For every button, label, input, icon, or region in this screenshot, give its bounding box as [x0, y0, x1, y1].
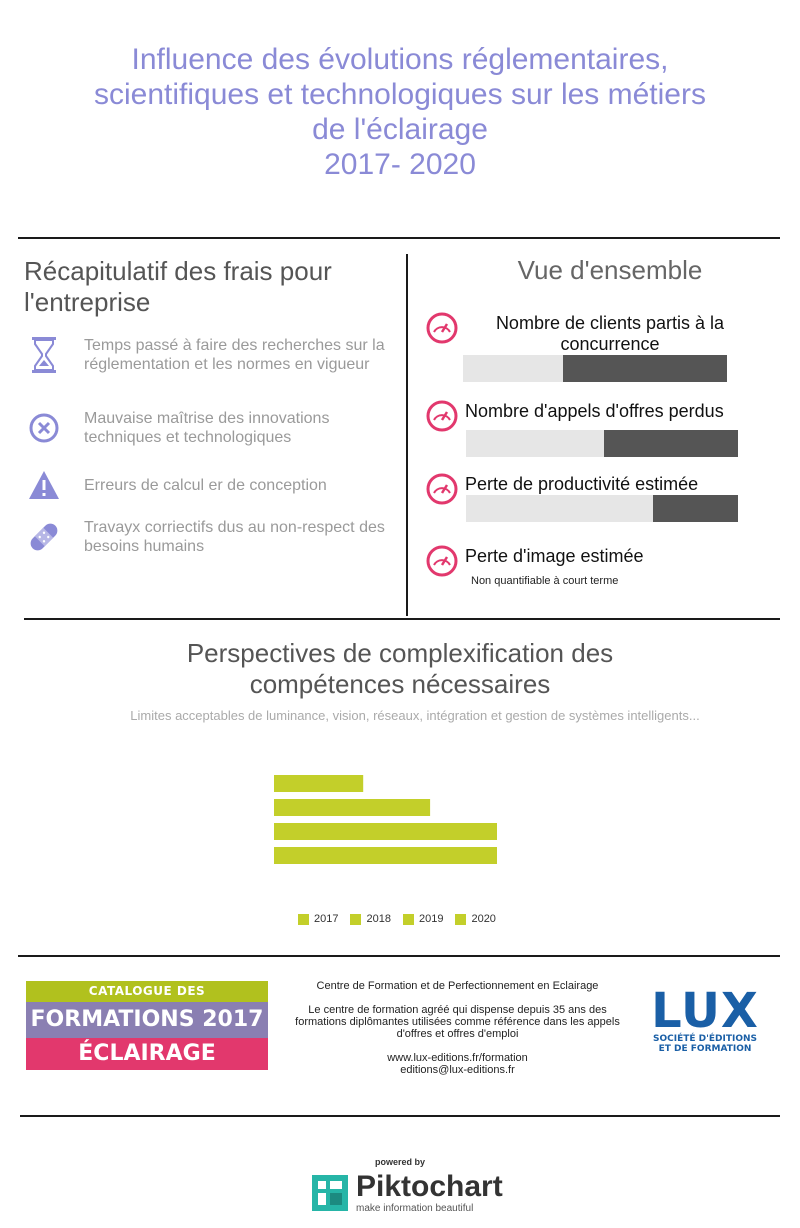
perspectives-title: Perspectives de complexification des com… [0, 638, 800, 700]
lux-logo: LUX SOCIÉTÉ D'ÉDITIONS ET DE FORMATION [645, 983, 765, 1054]
piktochart-logo[interactable]: Piktochart make information beautiful [310, 1172, 503, 1214]
metric-4-label: Perte d'image estimée [465, 546, 644, 566]
metric-3-label: Perte de productivité estimée [465, 474, 699, 494]
metric-2-label: Nombre d'appels d'offres perdus [465, 401, 724, 421]
recap-item-2: Mauvaise maîtrise des innovations techni… [24, 408, 394, 448]
gauge-icon [426, 473, 458, 505]
divider-footer-bottom [20, 1115, 780, 1117]
metric-3: Perte de productivité estimée [425, 473, 795, 506]
recap-item-2-text: Mauvaise maîtrise des innovations techni… [84, 410, 330, 446]
title-line-3: de l'éclairage [312, 113, 488, 146]
powered-by-label: powered by [374, 1157, 425, 1167]
divider-middle [24, 618, 780, 620]
bar-2017 [274, 775, 364, 792]
catalogue-banner[interactable]: CATALOGUE DES FORMATIONS 2017 ÉCLAIRAGE [26, 981, 268, 1070]
vue-title: Vue d'ensemble [517, 255, 703, 285]
bar-2019 [274, 823, 497, 840]
footer-email-link[interactable]: editions@lux-editions.fr [400, 1064, 515, 1076]
recap-item-1: Temps passé à faire des recherches sur l… [24, 335, 394, 375]
legend-label: 2017 [314, 913, 339, 925]
legend-item-2017: 2017 [298, 913, 338, 925]
legend-swatch [455, 913, 467, 925]
recap-item-1-text: Temps passé à faire des recherches sur l… [84, 337, 385, 373]
metric-2: Nombre d'appels d'offres perdus [425, 400, 795, 433]
metric-4: Perte d'image estimée [425, 545, 795, 578]
piktochart-icon [312, 1175, 348, 1211]
metric-3-fill [653, 495, 738, 522]
perspectives-title-line-2: compétences nécessaires [249, 669, 551, 699]
gauge-icon [426, 400, 458, 432]
recap-item-3: Erreurs de calcul er de conception [24, 465, 394, 505]
legend-label: 2020 [471, 913, 496, 925]
lux-logo-line-1: SOCIÉTÉ D'ÉDITIONS [652, 1034, 757, 1044]
footer-info: Centre de Formation et de Perfectionneme… [285, 980, 630, 1076]
recap-item-4-text: Travayx corriectifs dus au non-respect d… [84, 519, 385, 555]
gauge-icon [426, 312, 458, 344]
perspectives-title-line-1: Perspectives de complexification des [186, 638, 614, 668]
legend-swatch [298, 913, 309, 925]
piktochart-tagline: make information beautiful [356, 1203, 474, 1214]
metric-1-fill [563, 355, 727, 382]
divider-vertical [406, 254, 408, 616]
bar-2020 [274, 847, 497, 864]
legend-item-2018: 2018 [350, 913, 391, 925]
title-line-2: scientifiques et technologiques sur les … [94, 78, 706, 111]
recap-item-4: Travayx corriectifs dus au non-respect d… [24, 517, 394, 557]
legend-label: 2018 [366, 913, 391, 925]
chart-legend: 2017 2018 2019 2020 [298, 913, 508, 925]
legend-item-2020: 2020 [455, 913, 496, 925]
bar-2018 [274, 799, 431, 816]
title-line-1: Influence des évolutions réglementaires, [131, 43, 669, 76]
metric-1-label: Nombre de clients partis à la concurrenc… [495, 313, 725, 354]
bandage-icon [24, 517, 64, 557]
footer-website-link[interactable]: www.lux-editions.fr/formation [387, 1052, 528, 1064]
complexity-bar-chart [274, 775, 497, 864]
divider-top [18, 237, 780, 239]
legend-swatch [350, 913, 362, 925]
legend-item-2019: 2019 [402, 913, 444, 925]
catalogue-line-2: FORMATIONS 2017 [26, 1002, 268, 1038]
recap-title: Récapitulatif des frais pour l'entrepris… [24, 256, 332, 317]
divider-footer-top [18, 955, 780, 957]
metric-4-note: Non quantifiable à court terme [471, 575, 619, 587]
footer-info-title: Centre de Formation et de Perfectionneme… [316, 980, 599, 992]
legend-label: 2019 [418, 913, 444, 925]
recap-item-3-text: Erreurs de calcul er de conception [84, 476, 327, 494]
footer-info-description: Le centre de formation agréé qui dispens… [295, 1004, 620, 1040]
metric-1: Nombre de clients partis à la concurrenc… [425, 312, 795, 355]
metric-2-fill [604, 430, 738, 457]
legend-swatch [402, 913, 414, 925]
perspectives-subtitle: Limites acceptables de luminance, vision… [130, 708, 700, 723]
warning-icon [24, 465, 64, 505]
title-line-4: 2017- 2020 [324, 148, 476, 181]
piktochart-brand: Piktochart [356, 1170, 503, 1203]
catalogue-line-3: ÉCLAIRAGE [26, 1038, 268, 1070]
catalogue-line-1: CATALOGUE DES [26, 981, 268, 1002]
lux-logo-line-2: ET DE FORMATION [658, 1044, 752, 1054]
lux-logo-name: LUX [651, 983, 759, 1039]
page-title: Influence des évolutions réglementaires,… [0, 42, 800, 182]
x-circle-icon [24, 408, 64, 448]
hourglass-icon [24, 335, 64, 375]
gauge-icon [426, 545, 458, 577]
